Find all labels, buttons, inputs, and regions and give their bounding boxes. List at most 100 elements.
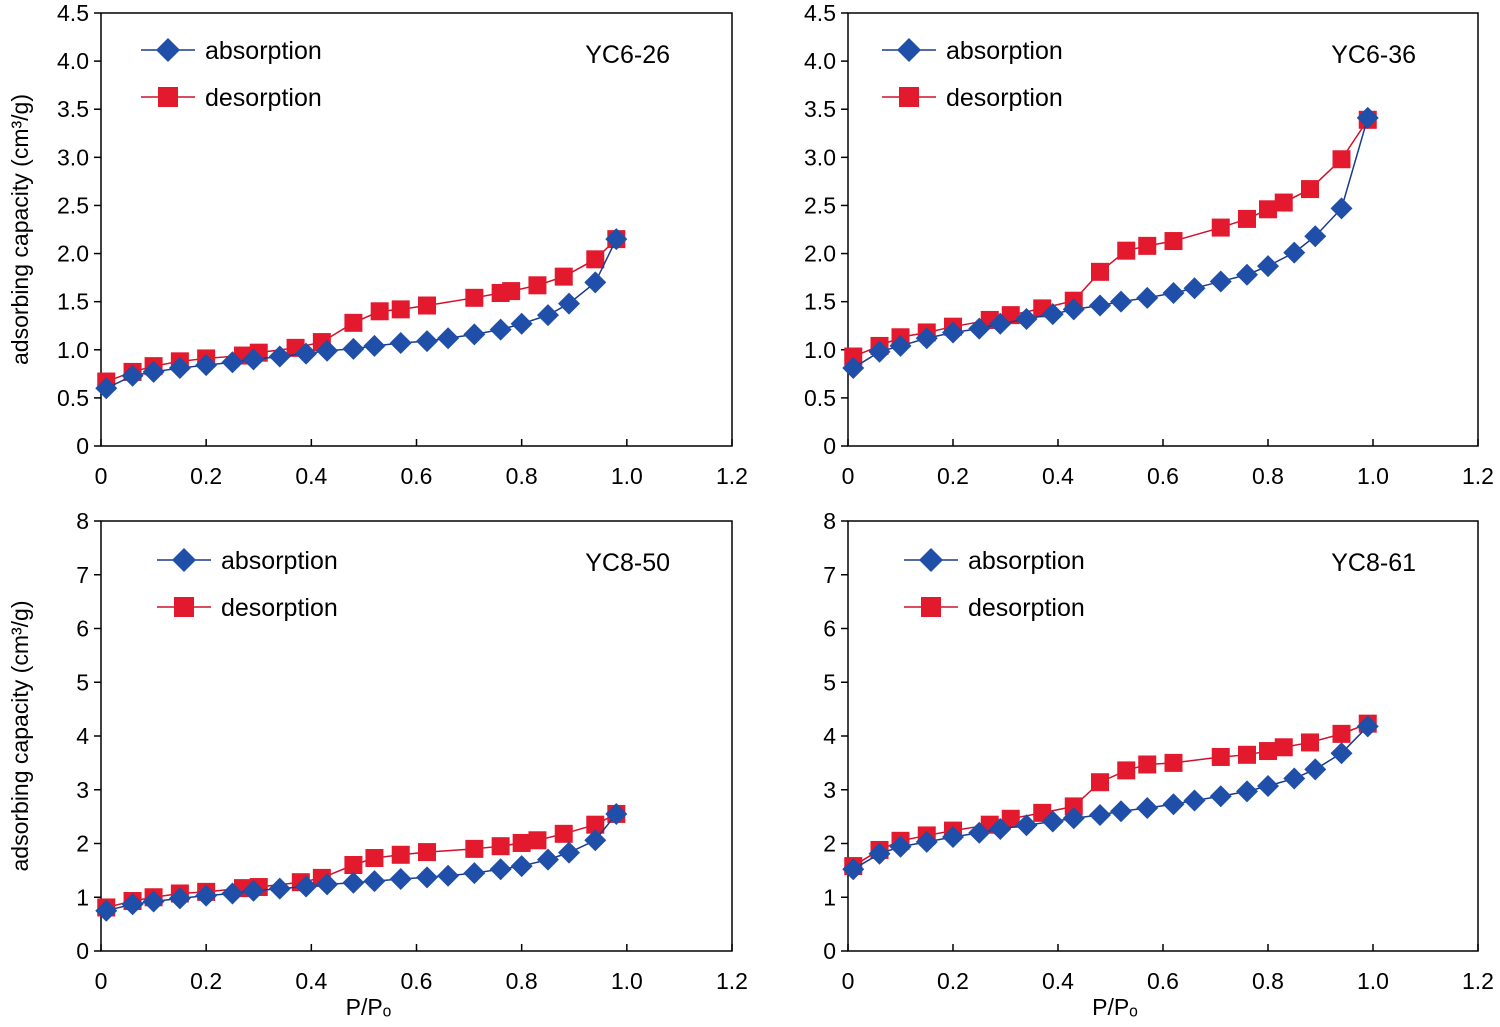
absorption-point: [242, 348, 265, 371]
x-tick-label: 0.2: [190, 463, 222, 489]
y-tick-label: 1.0: [57, 337, 89, 363]
series-absorption: [842, 715, 1379, 881]
absorption-point: [510, 312, 533, 335]
desorption-point: [1091, 773, 1109, 792]
desorption-point: [344, 313, 363, 332]
absorption-point: [1062, 298, 1085, 321]
absorption-point: [121, 364, 144, 387]
legend-desorption-label: desorption: [221, 594, 338, 622]
desorption-point: [1117, 761, 1136, 780]
absorption-point: [584, 829, 607, 852]
y-tick-label: 4.5: [804, 0, 836, 26]
absorption-point: [1089, 294, 1111, 317]
absorption-point: [942, 321, 964, 344]
desorption-point: [370, 302, 389, 321]
x-tick-label: 0.4: [295, 463, 327, 489]
absorption-point: [416, 330, 439, 353]
legend-desorption-label: desorption: [946, 84, 1063, 112]
absorption-point: [95, 899, 118, 922]
legend-absorption-label: absorption: [946, 37, 1063, 65]
absorption-point: [915, 830, 938, 853]
legend-absorption-label: absorption: [968, 547, 1085, 575]
desorption-point: [1117, 241, 1136, 260]
x-tick-label: 1.0: [1357, 463, 1389, 489]
desorption-point: [344, 856, 363, 874]
desorption-point: [586, 250, 605, 269]
desorption-point: [1001, 809, 1020, 828]
absorption-point: [889, 835, 912, 858]
absorption-point: [510, 855, 533, 878]
legend-absorption-label: absorption: [221, 547, 338, 575]
plot-frame: [100, 520, 733, 952]
absorption-point: [842, 357, 865, 380]
x-tick-label: 0: [842, 463, 855, 489]
y-tick-label: 7: [76, 562, 89, 588]
absorption-point: [1041, 810, 1064, 833]
absorption-point: [463, 862, 486, 885]
absorption-point: [1183, 789, 1206, 812]
y-tick-label: 6: [76, 616, 89, 642]
absorption-point: [316, 873, 339, 896]
x-tick-label: 0.6: [1147, 463, 1179, 489]
absorption-point: [1330, 197, 1353, 220]
y-tick-label: 4.0: [804, 48, 836, 74]
x-tick-label: 0.2: [937, 463, 969, 489]
plot-frame: [100, 12, 733, 447]
y-tick-label: 1.0: [804, 337, 836, 363]
absorption-point: [1257, 255, 1279, 278]
absorption-point: [1041, 303, 1064, 326]
absorption-point: [1304, 225, 1327, 248]
series-desorption: [844, 110, 1377, 366]
desorption-line: [852, 119, 1369, 358]
absorption-point: [95, 377, 118, 400]
x-tick-label: 0.6: [401, 463, 433, 489]
y-tick-label: 0.5: [57, 385, 89, 411]
desorption-point: [391, 845, 410, 864]
x-tick-label: 0.6: [401, 968, 433, 994]
desorption-point: [554, 267, 573, 286]
x-tick-label: 0.6: [1147, 968, 1179, 994]
desorption-point: [1211, 218, 1230, 237]
absorption-point: [915, 327, 938, 350]
y-tick-label: 5: [823, 669, 836, 695]
y-tick-label: 2.0: [804, 241, 836, 267]
y-tick-label: 0: [76, 938, 89, 964]
legend: absorption desorption: [141, 37, 322, 112]
desorption-point: [418, 843, 437, 862]
absorption-point: [168, 887, 191, 910]
y-tick-label: 3.0: [57, 144, 89, 170]
absorption-point: [1283, 767, 1306, 790]
desorption-point: [554, 824, 573, 843]
x-tick-label: 1.0: [611, 968, 643, 994]
y-tick-label: 8: [823, 508, 836, 534]
absorption-point: [295, 875, 318, 898]
absorption-line: [852, 725, 1369, 870]
y-tick-label: 0.5: [804, 385, 836, 411]
series-absorption: [95, 228, 628, 400]
x-tick-label: 0.2: [190, 968, 222, 994]
y-tick-label: 1.5: [804, 289, 836, 315]
y-tick-label: 4: [823, 723, 836, 749]
absorption-point: [1356, 106, 1379, 129]
absorption-point: [389, 332, 412, 355]
absorption-point: [557, 841, 580, 864]
desorption-point: [512, 833, 531, 852]
absorption-point: [463, 323, 486, 346]
absorption-point: [1015, 307, 1038, 330]
absorption-point: [989, 312, 1012, 335]
absorption-point: [584, 271, 607, 294]
legend-desorption-marker: [921, 597, 941, 617]
x-tick-label: 0.4: [1042, 463, 1074, 489]
desorption-point: [1164, 753, 1183, 772]
x-tick-label: 0.4: [295, 968, 327, 994]
y-axis-label: adsorbing capacity (cm³/g): [7, 94, 33, 365]
y-tick-label: 4.0: [57, 48, 89, 74]
absorption-point: [868, 842, 891, 865]
x-tick-label: 0: [95, 463, 108, 489]
absorption-point: [1304, 758, 1327, 781]
absorption-point: [557, 292, 580, 315]
x-tick-label: 0.8: [506, 968, 538, 994]
y-axis-label: adsorbing capacity (cm³/g): [7, 601, 33, 872]
desorption-point: [1091, 262, 1109, 281]
legend-absorption-label: absorption: [205, 37, 322, 65]
